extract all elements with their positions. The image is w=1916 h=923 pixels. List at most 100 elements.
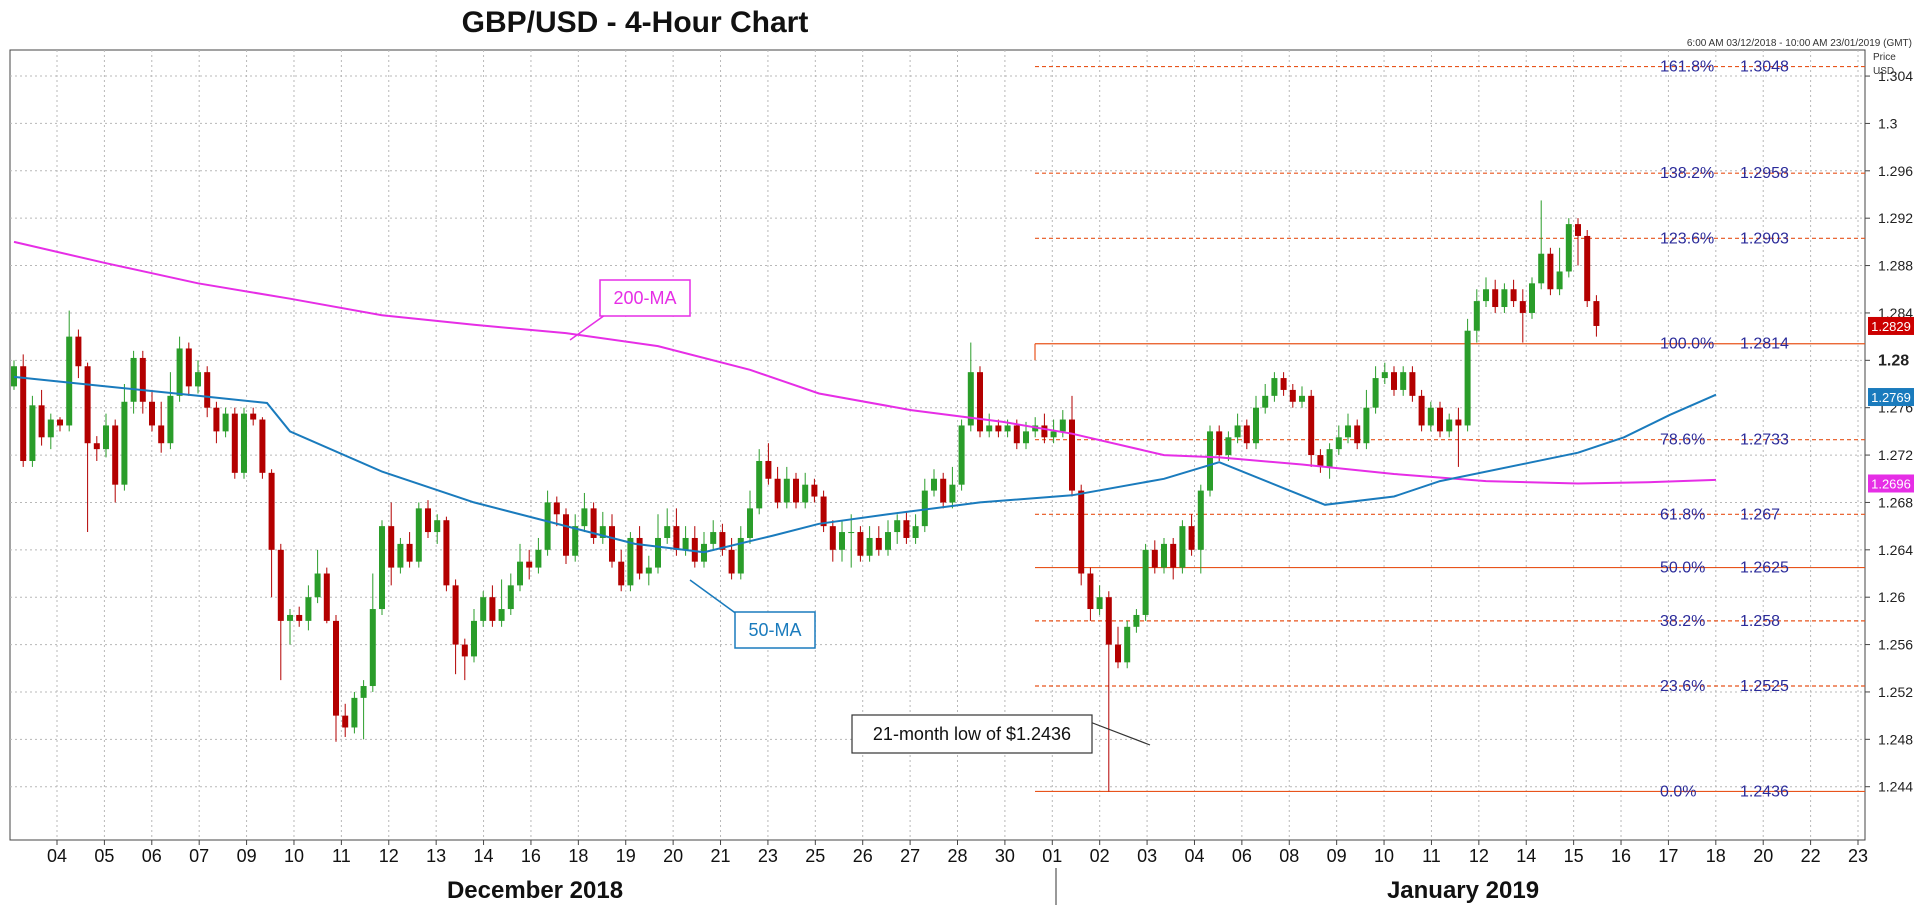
- candle-body: [553, 502, 560, 515]
- candle-body: [1197, 490, 1204, 550]
- candle-body: [1115, 644, 1121, 663]
- x-tick-label: 08: [1279, 846, 1299, 866]
- x-tick-label: 14: [474, 846, 494, 866]
- candle-body: [1418, 395, 1425, 426]
- fib-value-label: 1.2814: [1740, 336, 1789, 353]
- candle-body: [1510, 289, 1517, 302]
- candle-body: [1501, 289, 1508, 308]
- candle-body: [158, 425, 165, 444]
- x-tick-label: 19: [616, 846, 636, 866]
- x-tick-label: 12: [1469, 846, 1489, 866]
- candle-body: [93, 443, 100, 450]
- x-tick-label: 23: [1848, 846, 1868, 866]
- fib-value-label: 1.2733: [1740, 432, 1789, 449]
- candle-body: [1427, 407, 1434, 426]
- y-tick-label: 1.256: [1878, 637, 1913, 653]
- last-price-label: 1.2829: [1871, 319, 1911, 334]
- x-tick-label: 06: [142, 846, 162, 866]
- y-tick-label: 1.264: [1878, 542, 1913, 558]
- candle-body: [1188, 526, 1195, 550]
- candle-body: [756, 460, 763, 509]
- candle-body: [1391, 372, 1397, 390]
- candle-body: [664, 526, 671, 538]
- candle-body: [333, 620, 339, 716]
- candle-body: [1363, 407, 1370, 444]
- y-tick-label: 1.268: [1878, 494, 1913, 510]
- x-tick-label: 22: [1801, 846, 1821, 866]
- candle-body: [931, 478, 937, 491]
- candle-body: [618, 561, 625, 586]
- candle-body: [342, 715, 349, 728]
- x-tick-label: 15: [1564, 846, 1584, 866]
- fib-percent-label: 123.6%: [1660, 230, 1714, 247]
- x-tick-label: 10: [284, 846, 304, 866]
- candle-body: [765, 460, 772, 479]
- candle-body: [1105, 597, 1112, 645]
- x-tick-label: 01: [1042, 846, 1062, 866]
- candle-body: [259, 419, 266, 473]
- candle-body: [167, 395, 174, 444]
- candle-body: [277, 549, 284, 621]
- candle-body: [507, 585, 514, 610]
- y-tick-label: 1.244: [1878, 779, 1913, 795]
- fib-value-label: 1.2525: [1740, 678, 1789, 695]
- candle-body: [1023, 431, 1029, 444]
- candle-body: [480, 597, 487, 621]
- ma50-line: [13, 375, 1717, 554]
- candle-body: [1335, 437, 1342, 450]
- candle-body: [185, 348, 192, 387]
- candle-body: [875, 537, 882, 550]
- candle-body: [1519, 301, 1526, 313]
- candle-body: [848, 532, 855, 534]
- x-tick-label: 28: [947, 846, 967, 866]
- date-range-label: 6:00 AM 03/12/2018 - 10:00 AM 23/01/2019…: [1686, 38, 1912, 49]
- candle-body: [1142, 549, 1149, 615]
- candle-body: [388, 526, 395, 568]
- candle-body: [287, 614, 293, 621]
- candle-body: [1308, 395, 1315, 456]
- candle-body: [958, 425, 965, 485]
- candle-body: [498, 609, 505, 621]
- candle-body: [949, 484, 956, 503]
- candle-body: [1381, 372, 1388, 379]
- candle-body: [1464, 330, 1471, 426]
- candle-body: [1253, 407, 1259, 444]
- candle-body: [1584, 235, 1591, 302]
- x-tick-label: 11: [332, 846, 351, 866]
- candle-body: [774, 478, 781, 503]
- candle-body: [1170, 543, 1177, 568]
- y-tick-label: 1.292: [1878, 210, 1913, 226]
- candle-body: [425, 508, 431, 533]
- candle-body: [682, 537, 689, 550]
- x-tick-label: 05: [94, 846, 114, 866]
- candle-body: [1473, 301, 1480, 331]
- x-tick-label: 26: [853, 846, 873, 866]
- candle-body: [213, 407, 220, 432]
- candle-body: [397, 543, 404, 568]
- candle-body: [231, 413, 238, 473]
- candle-body: [572, 526, 579, 556]
- candle-body: [673, 526, 680, 550]
- candle-body: [1289, 389, 1296, 402]
- candle-body: [590, 508, 597, 538]
- candle-body: [1372, 378, 1379, 408]
- candle-body: [1547, 253, 1554, 290]
- month-label-january: January 2019: [1387, 877, 1539, 904]
- candle-body: [921, 490, 928, 527]
- candle-body: [1326, 449, 1333, 467]
- chart-title: GBP/USD - 4-Hour Chart: [461, 6, 809, 39]
- x-tick-label: 06: [1232, 846, 1252, 866]
- gridlines: [10, 50, 1865, 840]
- x-tick-label: 18: [568, 846, 588, 866]
- candle-body: [839, 532, 845, 550]
- candle-body: [655, 537, 661, 568]
- candle-body: [20, 366, 27, 461]
- y-tick-label: 1.28: [1878, 352, 1909, 369]
- low-callout-box: [851, 714, 1093, 754]
- x-tick-label: 03: [1137, 846, 1157, 866]
- fib-value-label: 1.2625: [1740, 560, 1789, 577]
- candle-body: [1069, 419, 1075, 491]
- x-tick-label: 23: [758, 846, 778, 866]
- candle-body: [793, 478, 799, 503]
- ma200-value-label: 1.2696: [1871, 476, 1911, 491]
